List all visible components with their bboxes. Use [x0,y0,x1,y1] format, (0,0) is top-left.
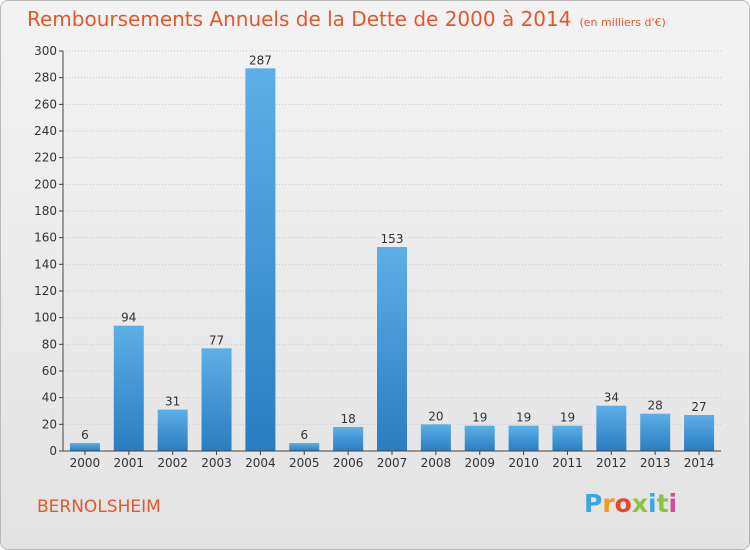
bar [684,415,715,451]
x-tick-label: 2013 [640,456,671,470]
data-label: 34 [604,391,619,405]
data-label: 77 [209,333,224,347]
x-tick-label: 2005 [289,456,320,470]
y-tick-label: 160 [34,231,57,245]
x-tick-label: 2001 [114,456,145,470]
y-tick-label: 0 [49,444,57,458]
city-name: BERNOLSHEIM [37,497,161,517]
x-tick-label: 2009 [464,456,495,470]
y-tick-label: 60 [42,364,57,378]
chart-title-text: Remboursements Annuels de la Dette de 20… [27,7,572,31]
value-labels: 6 94 31 77 287 6 18 153 20 19 19 19 34 28 27 [81,53,707,442]
bar [420,424,451,451]
x-tick-label: 2011 [552,456,583,470]
chart-subtitle: (en milliers d'€) [579,16,666,29]
data-label: 19 [560,411,575,425]
y-tick-label: 200 [34,177,57,191]
data-label: 94 [121,311,136,325]
y-axis-ticks: 0 20 40 60 80 100 120 140 160 180 200 220 240 260 280 3… [34,44,63,458]
logo-letter: i [668,489,678,518]
data-label: 18 [340,412,355,426]
y-tick-label: 100 [34,311,57,325]
y-tick-label: 220 [34,151,57,165]
data-label: 31 [165,395,180,409]
y-tick-label: 40 [42,391,57,405]
bar [377,247,407,451]
bar [508,425,539,451]
x-tick-label: 2014 [684,456,715,470]
x-tick-label: 2010 [508,456,539,470]
y-tick-label: 260 [34,97,57,111]
bar [552,425,583,451]
x-axis-labels: 2000 2001 2002 2003 2004 2005 2006 2007 2008 2009… [70,451,715,470]
bars [69,68,715,451]
logo-letter: P [584,489,603,518]
y-tick-label: 280 [34,71,57,85]
logo-letter: o [614,489,632,518]
logo-letter: x [631,489,648,518]
x-tick-label: 2012 [596,456,627,470]
x-tick-label: 2003 [201,456,232,470]
bar [201,348,232,451]
bar [245,68,276,451]
y-tick-label: 120 [34,284,57,298]
logo-letter: i [648,489,657,518]
data-label: 19 [516,411,531,425]
bar [157,409,188,451]
data-label: 287 [249,53,272,67]
y-tick-label: 300 [34,44,57,58]
y-tick-label: 240 [34,124,57,138]
y-tick-label: 140 [34,257,57,271]
x-tick-label: 2004 [245,456,276,470]
x-tick-label: 2006 [333,456,364,470]
bar [596,405,627,451]
y-tick-label: 180 [34,204,57,218]
bar [113,325,144,451]
data-label: 6 [81,428,89,442]
chart-title: Remboursements Annuels de la Dette de 20… [27,7,666,31]
data-label: 27 [691,400,706,414]
bar [289,443,320,451]
data-label: 153 [381,232,404,246]
y-tick-label: 20 [42,417,57,431]
x-tick-label: 2008 [421,456,452,470]
x-tick-label: 2007 [377,456,408,470]
bar [69,443,100,451]
x-tick-label: 2002 [157,456,188,470]
bar [640,413,671,451]
x-tick-label: 2000 [70,456,101,470]
data-label: 6 [300,428,308,442]
logo-letter: r [602,489,615,518]
data-label: 19 [472,411,487,425]
y-tick-label: 80 [42,337,57,351]
bar [464,425,495,451]
logo-letter: t [656,489,669,518]
proxiti-logo[interactable]: Proxiti [584,489,677,518]
data-label: 28 [648,399,663,413]
data-label: 20 [428,409,443,423]
bar [333,427,364,451]
